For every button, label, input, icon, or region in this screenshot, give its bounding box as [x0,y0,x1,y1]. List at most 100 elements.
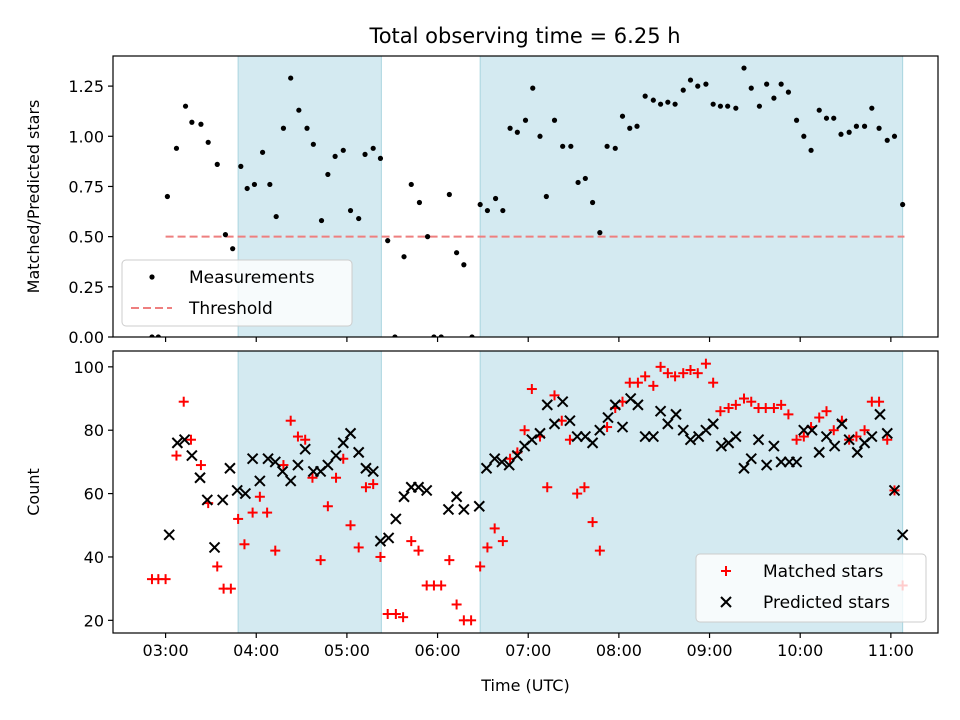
data-point-dot [604,143,610,149]
data-point-dot [687,77,694,83]
data-point-cross-b [556,395,569,408]
y-tick-label: 1.00 [68,127,104,146]
data-point-dot [198,121,204,127]
data-point-cross-b [670,408,682,421]
data-point-plus [262,507,273,518]
data-point-dot [733,105,739,111]
data-point-dot [332,153,338,159]
data-point-dot [589,199,596,206]
data-point-cross [707,418,719,430]
data-point-dot [438,334,444,337]
x-tick-label: 08:00 [596,641,642,660]
data-point-cross [201,494,213,506]
data-point-plus [708,377,719,388]
data-point-cross-b [654,405,667,417]
data-point-cross-b [579,430,592,443]
data-point-dot [891,133,898,139]
data-point-dot [238,163,244,169]
data-point-dot [310,141,316,147]
data-point-dot [347,207,354,214]
data-point-dot [304,125,310,131]
data-point-cross-b [503,459,515,471]
data-point-cross-b [662,418,674,430]
data-point-plus [247,507,258,518]
data-point-cross [163,529,175,541]
data-point-plus [212,561,223,572]
data-point-cross-b [602,411,614,424]
data-point-cross [458,503,470,516]
data-point-cross [632,399,644,411]
data-point-cross [851,446,864,459]
data-point-cross-b [594,424,606,436]
data-point-cross-b [450,491,463,503]
data-point-plus [670,371,681,382]
data-point-plus [632,377,643,388]
data-point-plus [549,390,560,401]
data-point-dot [838,131,844,137]
data-point-dot [680,87,686,93]
data-point-cross [382,532,395,544]
data-point-cross-b [352,446,365,459]
data-point-plus [821,406,832,417]
data-point-cross-b [632,399,644,411]
data-point-plus [783,409,794,420]
x-tick-label: 05:00 [324,641,370,660]
data-point-cross-b [798,424,810,436]
data-point-cross-b [246,453,259,465]
data-point-cross-b [382,532,395,544]
data-point-cross-b [269,456,281,468]
data-point-plus [700,358,711,369]
y-tick-label: 100 [73,358,104,377]
data-point-dot [273,213,279,220]
data-point-cross-b [806,424,818,436]
data-point-plus [239,539,250,550]
data-point-dot [149,334,155,337]
y-axis-label: Count [24,468,43,516]
data-point-cross [556,395,569,408]
x-tick-label: 09:00 [686,641,732,660]
axes-frame [112,350,939,634]
data-point-cross-b [715,440,728,452]
data-point-dot [672,101,678,107]
data-point-cross-b [216,494,229,506]
data-point-plus [579,482,590,493]
data-point-plus [497,536,508,547]
data-point-cross-b [299,443,311,455]
data-point-plus [655,361,666,372]
data-point-plus [444,555,455,566]
y-tick-label: 80 [84,421,104,440]
data-point-plus [195,460,206,471]
legend-marker [720,596,732,608]
data-point-cross [208,541,221,554]
data-point-cross-b [874,408,886,421]
data-point-cross [390,513,402,525]
data-point-dot [288,75,294,81]
data-point-cross-b [511,449,524,462]
data-point-dot [182,103,189,109]
data-point-dot [876,125,882,131]
data-point-dot [507,125,513,131]
data-point-cross [654,405,667,417]
data-point-cross [594,424,606,436]
data-point-dot [325,171,331,178]
data-point-dot [446,191,452,198]
data-point-dot [484,207,491,214]
data-point-cross [571,430,583,443]
data-point-cross-b [254,475,266,487]
data-point-cross-b [344,427,357,440]
data-point-cross-b [534,427,546,440]
data-point-cross [813,446,825,459]
data-point-plus [466,615,477,626]
data-point-cross-b [488,453,501,465]
x-tick-label: 03:00 [143,641,189,660]
data-point-plus [451,599,462,610]
data-point-cross-b [752,434,765,446]
count-panel: 03:00 04:00 05:00 06:00 07:00 08:00 09:00 10:00… [24,350,939,695]
data-point-cross [269,456,281,468]
data-point-dot [634,123,640,129]
data-point-cross-b [473,500,485,512]
data-point-cross-b [775,456,787,468]
data-point-cross-b [194,472,206,484]
data-point-plus [882,434,893,445]
data-point-dot [823,115,830,121]
